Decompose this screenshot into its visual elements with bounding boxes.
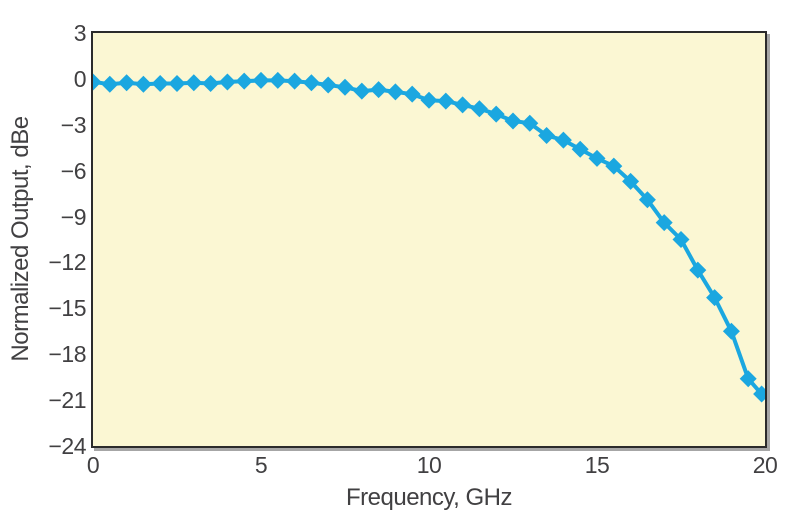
y-tick-label: −24 [48, 433, 86, 459]
diamond-marker [420, 91, 438, 109]
diamond-marker [218, 73, 236, 91]
diamond-marker [252, 71, 270, 89]
diamond-marker [638, 191, 656, 209]
diamond-marker [302, 74, 320, 92]
diamond-marker [739, 370, 757, 388]
diamond-marker [235, 72, 253, 90]
diamond-marker [386, 83, 404, 101]
diamond-marker [521, 114, 539, 132]
diamond-marker [622, 172, 640, 190]
x-tick-label: 5 [254, 452, 268, 478]
x-tick-label: 15 [584, 452, 610, 478]
diamond-marker [605, 157, 623, 175]
diamond-marker [134, 75, 152, 93]
y-tick-label: −12 [48, 249, 86, 276]
y-tick-label: −21 [48, 387, 86, 414]
diamond-marker [202, 74, 220, 92]
x-tick-label: 0 [86, 452, 100, 478]
y-tick-label: −15 [48, 295, 86, 322]
diamond-marker [185, 74, 203, 92]
diamond-marker [286, 72, 304, 90]
diamond-marker [655, 214, 673, 232]
diamond-marker [151, 74, 169, 92]
y-tick-label: −6 [60, 157, 87, 184]
diamond-marker [588, 149, 606, 167]
diamond-marker [689, 261, 707, 279]
diamond-marker [269, 71, 287, 89]
diamond-marker [722, 322, 740, 340]
y-tick-label: −18 [48, 341, 86, 368]
diamond-marker [370, 81, 388, 99]
diamond-marker [487, 105, 505, 123]
diamond-marker [319, 76, 337, 94]
x-tick-label: 20 [752, 452, 778, 478]
diamond-marker [470, 100, 488, 118]
diamond-marker [753, 385, 765, 403]
diamond-marker [504, 112, 522, 130]
diamond-marker [554, 131, 572, 149]
diamond-marker [93, 73, 102, 91]
diamond-marker [538, 126, 556, 144]
diamond-marker [403, 85, 421, 103]
y-tick-label: 3 [73, 20, 87, 46]
diamond-marker [168, 74, 186, 92]
data-series-svg [93, 71, 765, 403]
y-axis-title: Normalized Output, dBe [7, 116, 34, 362]
diamond-marker [336, 78, 354, 96]
diamond-marker [571, 140, 589, 158]
y-tick-label: −9 [60, 203, 87, 230]
series-line [93, 78, 764, 396]
diamond-marker [353, 82, 371, 100]
diamond-marker [101, 75, 119, 93]
diamond-marker [672, 231, 690, 248]
diamond-marker [437, 92, 455, 110]
x-axis-title: Frequency, GHz [346, 484, 512, 511]
x-tick-label: 10 [416, 452, 442, 478]
diamond-marker [706, 289, 724, 307]
diamond-marker [118, 74, 136, 92]
y-tick-label: −3 [60, 111, 87, 138]
diamond-marker [454, 96, 472, 114]
y-tick-label: 0 [73, 65, 87, 92]
